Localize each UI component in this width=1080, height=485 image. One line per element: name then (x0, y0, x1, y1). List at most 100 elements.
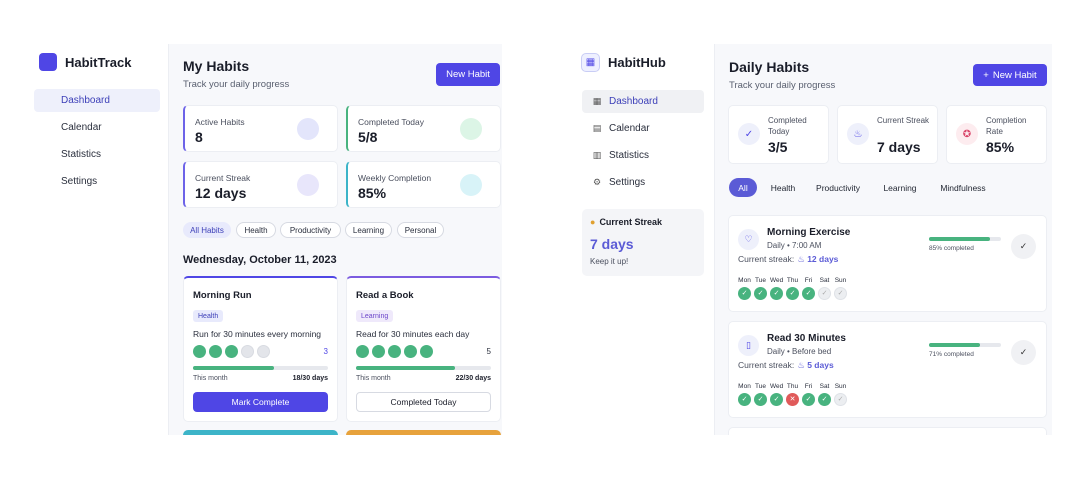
day-label: Sat (819, 277, 830, 284)
brand: ▦ HabitHub (581, 53, 666, 72)
book-icon: ▯ (738, 335, 759, 356)
check-icon: ✓ (1019, 241, 1028, 251)
completed-day-icon[interactable]: ✓ (770, 393, 783, 406)
completed-today-button[interactable]: Completed Today (356, 392, 491, 412)
completed-day-icon[interactable]: ✓ (802, 287, 815, 300)
day-label: Sun (834, 277, 847, 284)
check-button[interactable]: ✓ (1011, 234, 1036, 259)
habit-card-read-a-book: Read a Book Learning Read for 30 minutes… (346, 276, 501, 422)
missed-day-icon[interactable]: ✕ (786, 393, 799, 406)
habit-description: Run for 30 minutes every morning (193, 329, 322, 339)
streak-days: 12 days (807, 254, 839, 264)
nav-statistics[interactable]: ▥ Statistics (582, 144, 704, 167)
main-content: Daily Habits Track your daily progress +… (715, 44, 1052, 435)
day-column: Wed ✓ (770, 383, 783, 406)
stat-value: 8 (195, 129, 203, 145)
habithub-app: ▦ HabitHub ▦ Dashboard ▤ Calendar ▥ Statist… (574, 44, 1052, 435)
tab-mindfulness[interactable]: Mindfulness (940, 182, 986, 193)
completed-day-icon[interactable]: ✓ (754, 393, 767, 406)
tab-health[interactable]: Health (770, 182, 796, 193)
stat-value: 12 days (195, 185, 247, 201)
pending-day-icon[interactable]: ✓ (834, 287, 847, 300)
stat-label: Active Habits (195, 117, 245, 127)
day-label: Wed (770, 277, 784, 284)
stat-icon-circle (460, 118, 482, 140)
nav-dashboard[interactable]: Dashboard (34, 89, 160, 112)
progress-text: 71% completed (929, 351, 974, 358)
day-dot (257, 345, 270, 358)
habit-count: 3 (323, 347, 328, 356)
progress-text: 85% completed (929, 245, 974, 252)
nav-label: Dashboard (61, 95, 110, 106)
brand-name: HabitHub (608, 55, 666, 70)
streak-label: Current streak: (738, 254, 795, 264)
progress-fill (356, 366, 455, 370)
nav-label: Settings (61, 176, 98, 187)
nav-calendar[interactable]: ▤ Calendar (582, 117, 704, 140)
stat-label: Completion Rate (986, 116, 1027, 136)
completed-day-icon[interactable]: ✓ (818, 393, 831, 406)
habit-tag: Learning (356, 310, 394, 322)
filter-personal[interactable]: Personal (397, 222, 444, 238)
filter-all-habits[interactable]: All Habits (183, 222, 231, 238)
nav-label: Settings (609, 177, 646, 188)
completed-day-icon[interactable]: ✓ (738, 393, 751, 406)
day-column: Mon ✓ (738, 277, 751, 300)
habit-frequency: Daily • 7:00 AM (767, 241, 822, 250)
day-dot (241, 345, 254, 358)
completed-day-icon[interactable]: ✓ (738, 287, 751, 300)
habit-progress-bar (356, 366, 491, 370)
day-column: Thu ✓ (786, 277, 799, 300)
day-column: Tue ✓ (754, 277, 767, 300)
progress-fill (193, 366, 274, 370)
stat-icon-circle (297, 118, 319, 140)
days-count: 22/30 days (455, 375, 491, 382)
filter-health[interactable]: Health (236, 222, 276, 238)
check-button[interactable]: ✓ (1011, 340, 1036, 365)
completed-day-icon[interactable]: ✓ (754, 287, 767, 300)
completed-day-icon[interactable]: ✓ (786, 287, 799, 300)
mark-complete-button[interactable]: Mark Complete (193, 392, 328, 412)
filter-learning[interactable]: Learning (345, 222, 392, 238)
habit-dots (193, 345, 270, 358)
habit-morning-exercise: ♡ Morning Exercise Daily • 7:00 AM Curre… (728, 215, 1047, 312)
streak-widget: ● Current Streak 7 days Keep it up! (582, 209, 704, 276)
streak-value: 7 days (590, 236, 634, 252)
day-column: Sat ✓ (818, 277, 831, 300)
nav-dashboard[interactable]: ▦ Dashboard (582, 90, 704, 113)
filter-productivity[interactable]: Productivity (280, 222, 341, 238)
streak-title: Current Streak (599, 217, 662, 227)
day-label: Tue (755, 383, 766, 390)
new-habit-button[interactable]: + New Habit (973, 64, 1047, 86)
grid-icon: ▦ (592, 96, 602, 106)
tab-productivity[interactable]: Productivity (816, 182, 860, 193)
gear-icon: ⚙ (592, 177, 602, 187)
nav-settings[interactable]: Settings (34, 170, 160, 193)
habit-dots (356, 345, 433, 358)
completed-day-icon[interactable]: ✓ (802, 393, 815, 406)
pending-day-icon[interactable]: ✓ (818, 287, 831, 300)
new-habit-button[interactable]: New Habit (436, 63, 500, 86)
tab-learning[interactable]: Learning (883, 182, 917, 193)
progress-fill (929, 237, 991, 241)
day-dot (388, 345, 401, 358)
pending-day-icon[interactable]: ✓ (834, 393, 847, 406)
nav-calendar[interactable]: Calendar (34, 116, 160, 139)
nav-label: Calendar (609, 123, 650, 134)
nav-label: Dashboard (609, 96, 658, 107)
day-column: Thu ✕ (786, 383, 799, 406)
flame-icon: ♨ (797, 360, 808, 370)
nav-settings[interactable]: ⚙ Settings (582, 171, 704, 194)
habittrack-app: HabitTrack Dashboard Calendar Statistics… (30, 44, 502, 435)
stat-card-current-streak: ♨ Current Streak 7 days (837, 105, 938, 164)
tab-all[interactable]: All (729, 178, 757, 197)
flame-icon: ♨ (847, 123, 869, 145)
calendar-icon: ▤ (592, 123, 602, 133)
day-column: Sun ✓ (834, 277, 847, 300)
stat-label: Completed Today (358, 117, 424, 127)
nav-label: Statistics (61, 149, 102, 160)
completed-day-icon[interactable]: ✓ (770, 287, 783, 300)
habit-progress-bar (929, 343, 1001, 347)
stat-value: 7 days (877, 139, 921, 155)
nav-statistics[interactable]: Statistics (34, 143, 160, 166)
